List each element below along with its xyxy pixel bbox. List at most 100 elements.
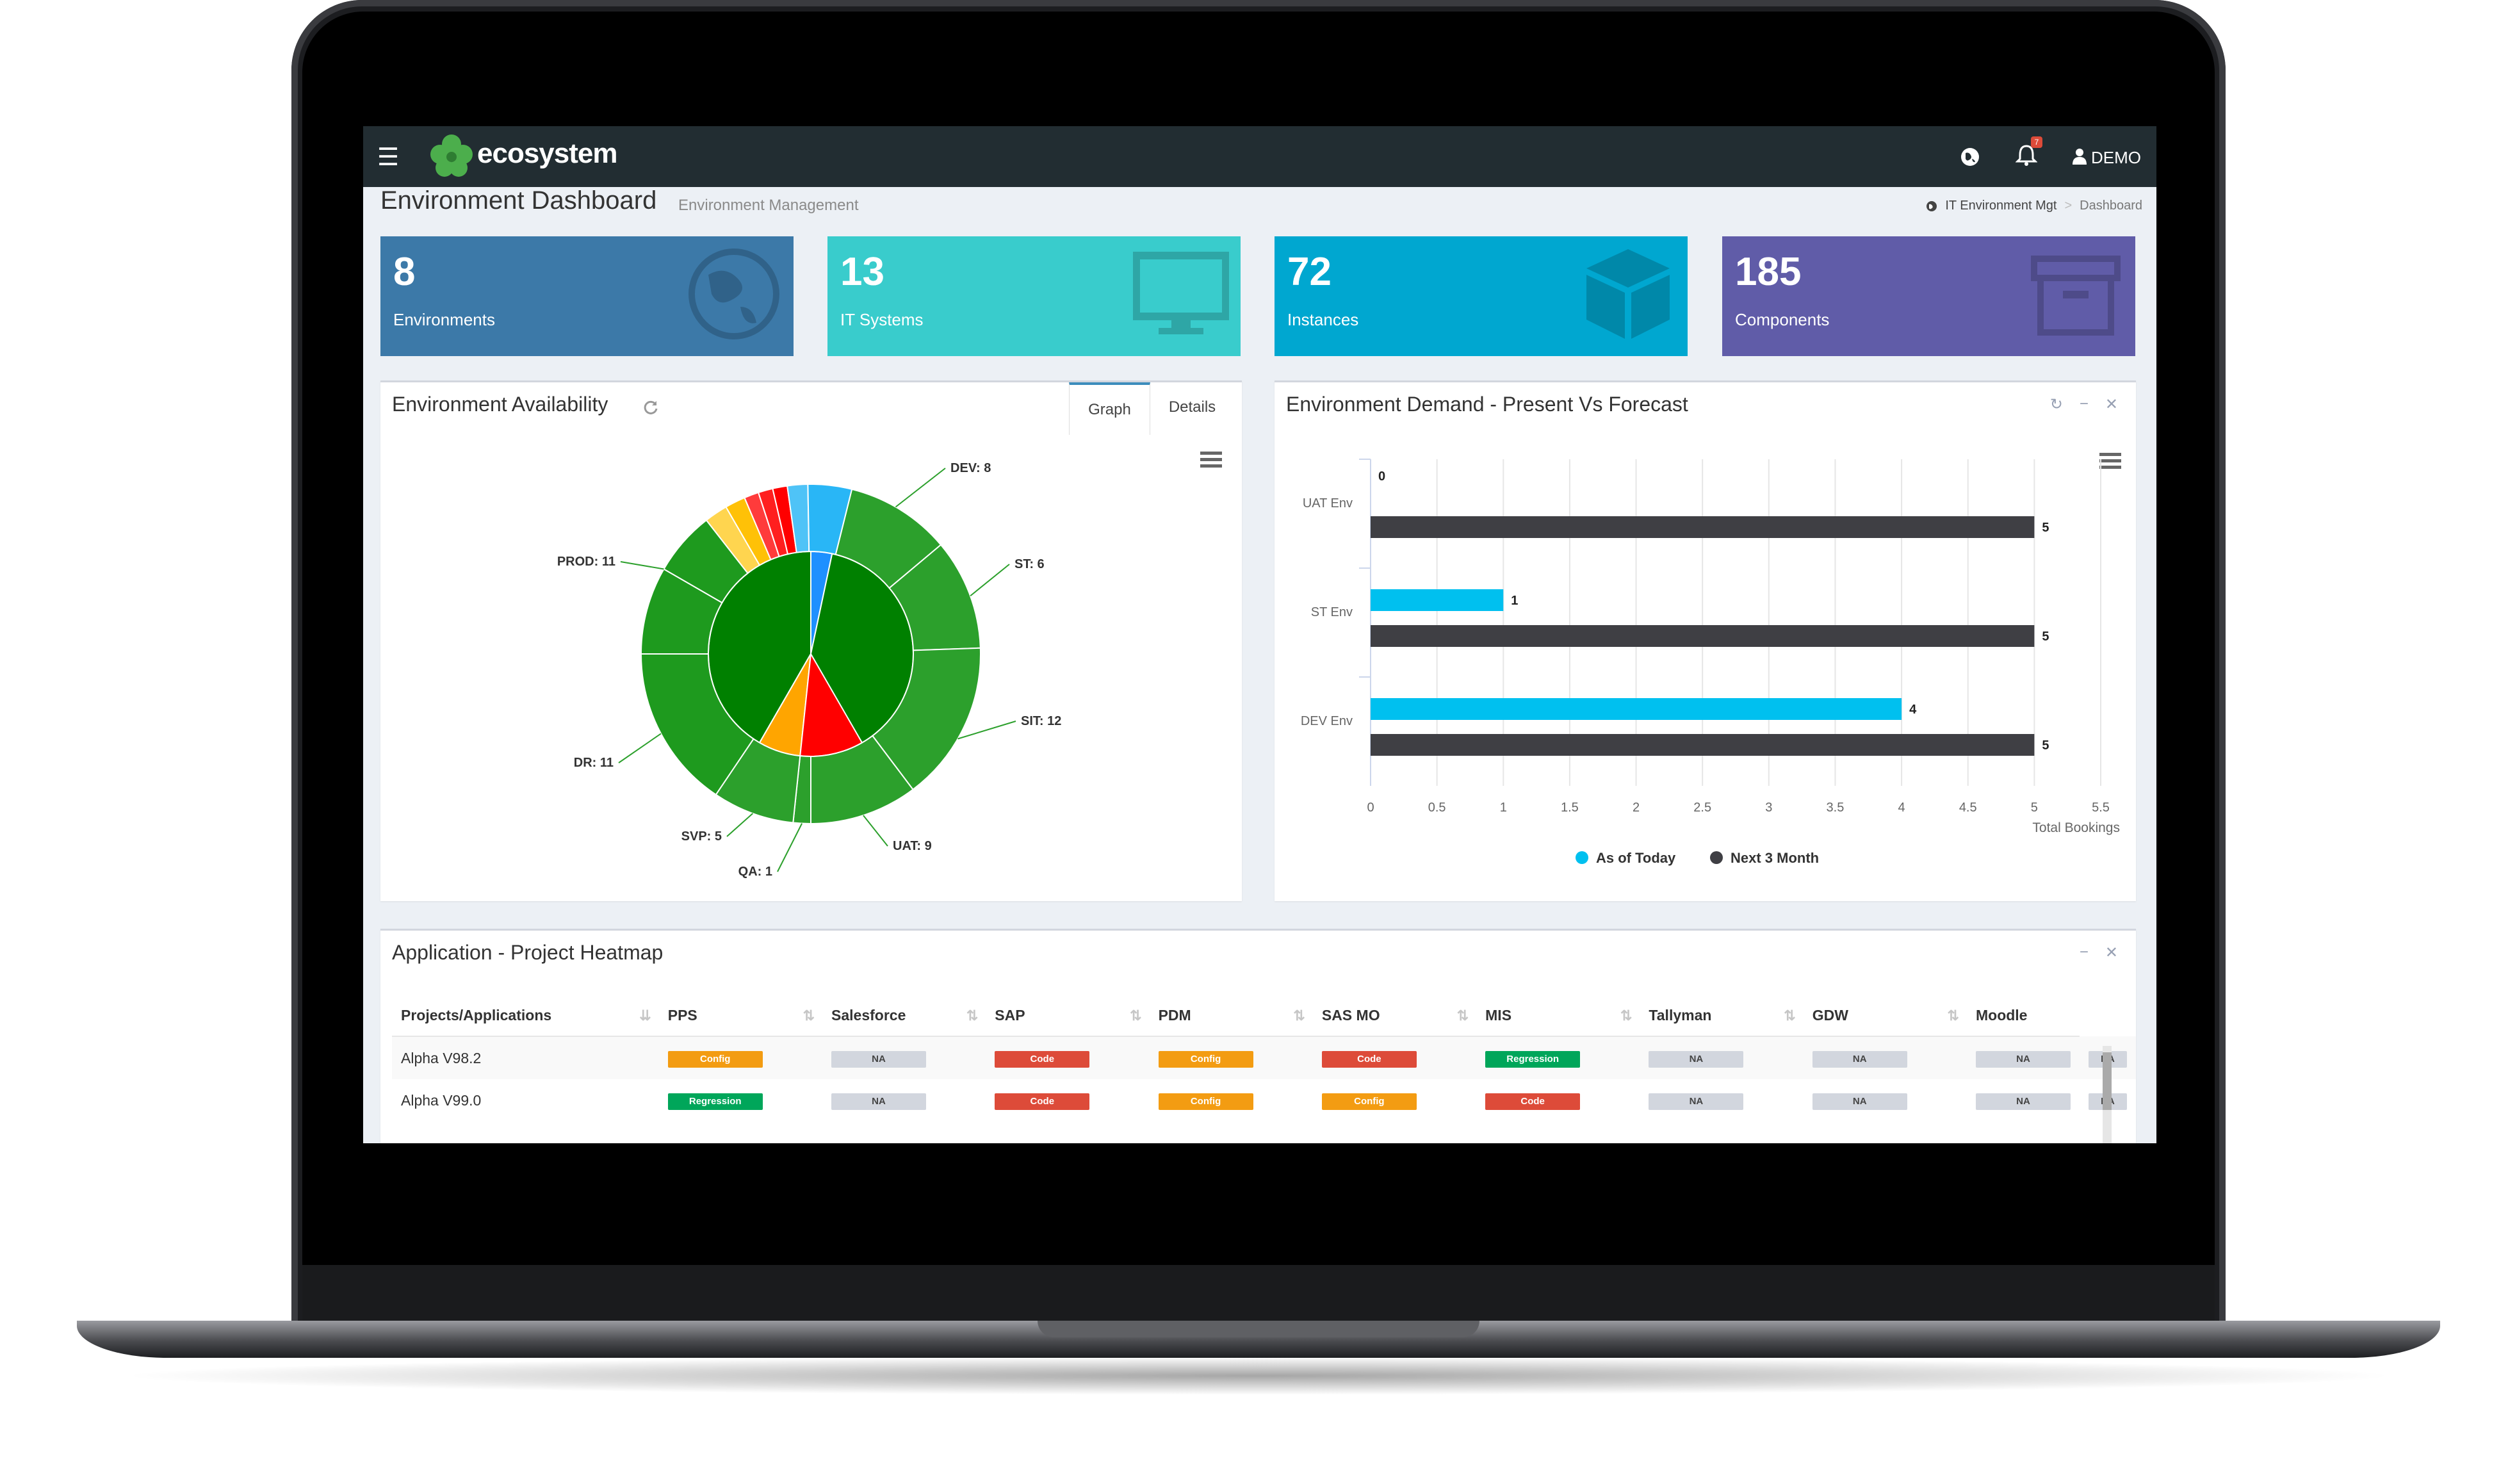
app-screen: ☰ ecosystem 7 DEMO Environment Dashboard [363, 126, 2156, 1143]
sunburst-label-dr: DR: 11 [574, 756, 614, 770]
top-navbar: ☰ ecosystem 7 DEMO [363, 126, 2156, 187]
column-header[interactable]: Moodle [1966, 995, 2080, 1037]
x-tick-label: 4 [1898, 801, 1905, 815]
globe-icon[interactable] [1960, 147, 1980, 167]
status-badge[interactable]: Regression [667, 1093, 763, 1110]
vertical-scrollbar[interactable] [2103, 1046, 2112, 1143]
x-tick-label: 3.5 [1827, 801, 1845, 815]
sort-icon[interactable]: ⇊ [639, 1007, 651, 1023]
stat-tile-components[interactable]: 185 Components [1722, 236, 2135, 356]
data-label: 5 [2042, 521, 2049, 535]
sunburst-outer-dev-b[interactable] [807, 484, 853, 555]
sunburst-label-svp: SVP: 5 [681, 829, 722, 844]
refresh-icon[interactable] [643, 400, 658, 415]
sort-icon[interactable]: ⇅ [802, 1007, 815, 1023]
status-badge[interactable]: Code [995, 1093, 1090, 1110]
stat-value: 185 [1735, 250, 1802, 294]
bar-1 [1371, 625, 2035, 647]
breadcrumb: IT Environment Mgt > Dashboard [1926, 199, 2142, 213]
status-badge[interactable]: NA [831, 1051, 927, 1068]
panel-title: Application - Project Heatmap [392, 941, 664, 964]
chart-menu-icon[interactable] [2099, 453, 2121, 469]
column-header[interactable]: PPS ⇅ [658, 995, 823, 1037]
column-header[interactable]: MIS ⇅ [1476, 995, 1640, 1037]
sort-icon[interactable]: ⇅ [1947, 1007, 1959, 1023]
status-badge[interactable]: NA [1812, 1051, 1907, 1068]
menu-toggle-icon[interactable]: ☰ [377, 144, 400, 171]
y-tick-label: ST Env [1311, 605, 1353, 619]
breadcrumb-link[interactable]: IT Environment Mgt [1945, 199, 2057, 213]
label-connector [777, 823, 803, 872]
column-header[interactable]: SAP ⇅ [986, 995, 1150, 1037]
refresh-icon[interactable]: ↻ [2049, 396, 2063, 413]
label-connector [970, 564, 1010, 597]
availability-sunburst-chart: DEV: 8 ST: 6 SIT: 12 UAT: 9 QA: 1 SVP: 5 DR: 1… [557, 461, 1062, 879]
column-header[interactable]: Tallyman ⇅ [1640, 995, 1804, 1037]
monitor-icon [1133, 252, 1229, 334]
column-header[interactable]: Salesforce ⇅ [822, 995, 986, 1037]
status-badge[interactable]: Code [995, 1051, 1090, 1068]
heatmap-cell: NA [822, 1079, 986, 1121]
sort-icon[interactable]: ⇅ [1784, 1007, 1796, 1023]
label-connector [620, 561, 664, 570]
stat-tile-environments[interactable]: 8 Environments [380, 236, 794, 356]
heatmap-cell: Code [1476, 1079, 1640, 1121]
x-tick-label: 5.5 [2092, 801, 2110, 815]
status-badge[interactable]: NA [1975, 1093, 2071, 1110]
laptop-chin [302, 1265, 2215, 1329]
sort-icon[interactable]: ⇅ [1620, 1007, 1633, 1023]
x-tick-label: 4.5 [1959, 801, 1977, 815]
close-icon[interactable]: ✕ [2105, 944, 2118, 961]
sort-icon[interactable]: ⇅ [1293, 1007, 1305, 1023]
sort-icon[interactable]: ⇅ [966, 1007, 979, 1023]
status-badge[interactable]: Regression [1485, 1051, 1581, 1068]
status-badge[interactable]: NA [1975, 1051, 2071, 1068]
data-label: 5 [2042, 738, 2049, 753]
status-badge[interactable]: NA [1649, 1051, 1744, 1068]
status-badge[interactable]: NA [1812, 1093, 1907, 1110]
y-tick-label: UAT Env [1303, 496, 1353, 510]
bell-icon[interactable] [2016, 144, 2037, 167]
stat-tile-it-systems[interactable]: 13 IT Systems [827, 236, 1241, 356]
x-tick-label: 0.5 [1428, 801, 1446, 815]
status-badge[interactable]: NA [1649, 1093, 1744, 1110]
brand-logo-icon[interactable] [429, 133, 474, 181]
tab-details[interactable]: Details [1168, 398, 1216, 416]
stat-label: Environments [393, 310, 495, 329]
brand-name[interactable]: ecosystem [477, 138, 617, 169]
status-badge[interactable]: NA [831, 1093, 927, 1110]
close-icon[interactable]: ✕ [2105, 396, 2118, 413]
table-row[interactable]: Alpha V99.0 Regression NA Code Config Config C… [392, 1079, 2136, 1121]
stat-label: Instances [1287, 310, 1359, 329]
column-header[interactable]: GDW ⇅ [1803, 995, 1967, 1037]
status-badge[interactable]: Config [1321, 1093, 1417, 1110]
stat-tile-instances[interactable]: 72 Instances [1275, 236, 1688, 356]
tab-graph[interactable]: Graph [1069, 382, 1150, 435]
chart-menu-icon[interactable] [1200, 452, 1222, 468]
x-tick-label: 3 [1765, 801, 1772, 815]
status-badge[interactable]: Config [1158, 1051, 1253, 1068]
x-tick-label: 2.5 [1693, 801, 1711, 815]
notification-badge: 7 [2031, 136, 2042, 148]
collapse-icon[interactable]: − [2079, 943, 2089, 961]
column-header[interactable]: PDM ⇅ [1149, 995, 1313, 1037]
status-badge[interactable]: Config [667, 1051, 763, 1068]
heatmap-panel: Application - Project Heatmap − ✕ Projec… [380, 929, 2136, 1143]
sort-icon[interactable]: ⇅ [1130, 1007, 1142, 1023]
data-label: 0 [1378, 469, 1385, 484]
column-header[interactable]: Projects/Applications ⇊ [392, 995, 659, 1037]
heatmap-cell: NA [1640, 1079, 1803, 1121]
user-menu[interactable]: DEMO [2072, 145, 2149, 168]
table-row[interactable]: Alpha V98.2 Config NA Code Config Code Regress… [392, 1036, 2136, 1079]
sunburst-outer-dr[interactable] [640, 653, 754, 796]
status-badge[interactable]: Code [1321, 1051, 1417, 1068]
sunburst-label-uat: UAT: 9 [893, 839, 932, 853]
column-header[interactable]: SAS MO ⇅ [1312, 995, 1477, 1037]
laptop-shadow [115, 1357, 2402, 1395]
heatmap-cell: Config [658, 1036, 823, 1079]
status-badge[interactable]: Config [1158, 1093, 1253, 1110]
status-badge[interactable]: Code [1485, 1093, 1581, 1110]
stat-value: 13 [840, 250, 884, 294]
collapse-icon[interactable]: − [2079, 395, 2089, 412]
sort-icon[interactable]: ⇅ [1456, 1007, 1469, 1023]
